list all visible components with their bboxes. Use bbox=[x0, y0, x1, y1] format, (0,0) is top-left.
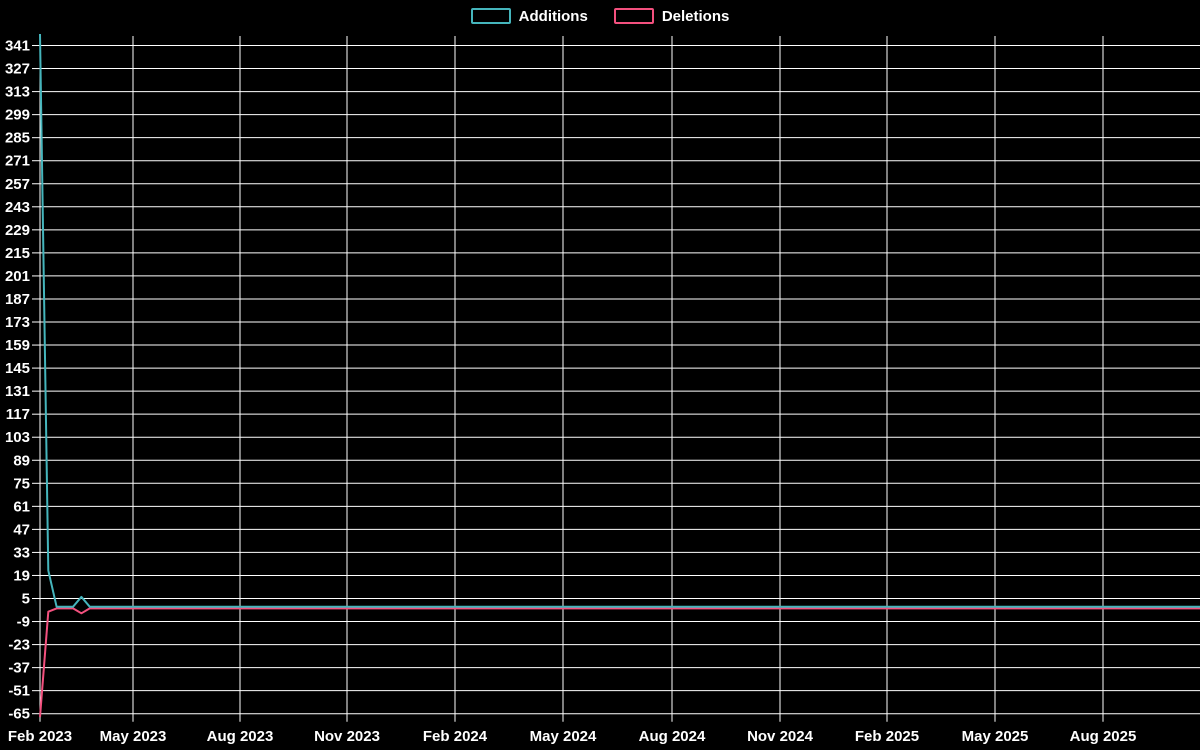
y-tick-label: 215 bbox=[5, 245, 30, 262]
y-tick-label: -23 bbox=[8, 637, 30, 654]
legend-label-deletions: Deletions bbox=[661, 7, 730, 25]
x-tick-label: Aug 2023 bbox=[207, 728, 274, 745]
y-tick-label: 19 bbox=[13, 567, 30, 584]
y-tick-label: 271 bbox=[5, 153, 30, 170]
y-tick-label: 257 bbox=[5, 176, 30, 193]
y-tick-label: 285 bbox=[5, 130, 30, 147]
x-tick-label: Nov 2024 bbox=[747, 728, 814, 745]
y-tick-label: 131 bbox=[5, 383, 30, 400]
y-tick-label: 103 bbox=[5, 429, 30, 446]
y-tick-label: -51 bbox=[8, 683, 30, 700]
legend-item-deletions[interactable]: Deletions bbox=[613, 7, 730, 25]
y-tick-label: 117 bbox=[6, 406, 30, 423]
x-tick-label: Aug 2024 bbox=[639, 728, 706, 745]
y-tick-label: 173 bbox=[5, 314, 30, 331]
y-tick-label: 145 bbox=[5, 360, 30, 377]
y-tick-label: -9 bbox=[17, 614, 30, 631]
additions-line bbox=[39, 33, 1200, 608]
y-tick-label: 229 bbox=[5, 222, 30, 239]
x-tick-label: Feb 2024 bbox=[423, 728, 488, 745]
chart-legend: Additions Deletions bbox=[0, 8, 1200, 24]
y-tick-label: -37 bbox=[8, 660, 30, 677]
y-tick-label: 299 bbox=[5, 107, 30, 124]
y-tick-label: 313 bbox=[5, 84, 30, 101]
y-tick-label: 159 bbox=[5, 337, 30, 354]
y-tick-label: 75 bbox=[13, 475, 30, 492]
x-tick-label: Aug 2025 bbox=[1070, 728, 1137, 745]
y-tick-label: 89 bbox=[13, 452, 30, 469]
y-tick-label: 33 bbox=[13, 544, 30, 561]
x-tick-label: Feb 2025 bbox=[855, 728, 919, 745]
x-tick-label: May 2025 bbox=[962, 728, 1029, 745]
y-tick-label: 243 bbox=[5, 199, 30, 216]
y-tick-label: 47 bbox=[13, 521, 30, 538]
x-tick-label: Feb 2023 bbox=[8, 728, 72, 745]
deletions-line bbox=[39, 607, 1200, 718]
y-tick-label: 5 bbox=[22, 591, 30, 608]
legend-item-additions[interactable]: Additions bbox=[470, 7, 588, 25]
y-tick-label: 187 bbox=[5, 291, 30, 308]
legend-label-additions: Additions bbox=[518, 7, 588, 25]
additions-swatch-icon bbox=[470, 8, 511, 24]
x-tick-label: May 2023 bbox=[100, 728, 167, 745]
y-tick-label: 61 bbox=[13, 498, 30, 515]
deletions-swatch-icon bbox=[613, 8, 654, 24]
y-tick-label: 341 bbox=[5, 38, 30, 55]
y-tick-label: 327 bbox=[5, 61, 30, 78]
x-tick-label: Nov 2023 bbox=[314, 728, 380, 745]
y-tick-label: 201 bbox=[5, 268, 30, 285]
x-tick-label: May 2024 bbox=[530, 728, 597, 745]
y-tick-label: -65 bbox=[8, 706, 30, 723]
